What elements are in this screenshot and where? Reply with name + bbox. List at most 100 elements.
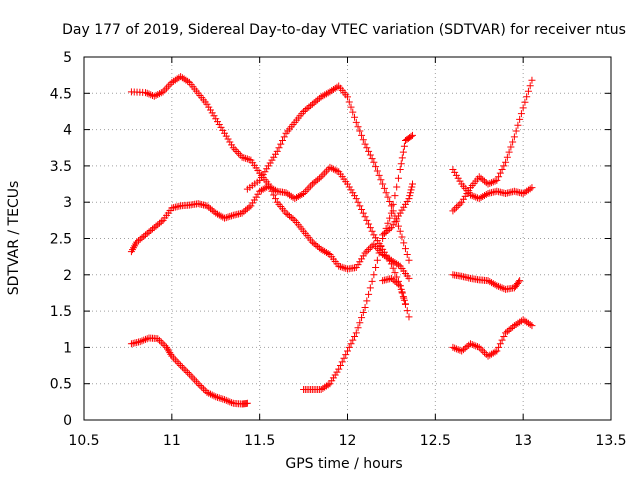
data-point — [336, 263, 344, 271]
data-point — [212, 209, 220, 217]
data-point — [370, 271, 378, 279]
data-point — [398, 206, 406, 214]
data-point — [150, 92, 158, 100]
data-point — [196, 381, 204, 389]
data-point — [138, 234, 146, 242]
data-point — [221, 214, 229, 222]
data-point — [475, 195, 483, 203]
data-point — [389, 276, 397, 284]
data-point — [136, 235, 144, 243]
data-point — [333, 368, 341, 376]
data-point — [171, 356, 179, 364]
data-point — [279, 136, 287, 144]
data-point — [345, 343, 353, 351]
data-point — [275, 144, 283, 152]
data-point — [352, 264, 360, 272]
data-point — [479, 176, 487, 184]
data-point — [328, 164, 336, 172]
data-point — [523, 93, 531, 101]
data-point — [486, 278, 494, 286]
data-point — [477, 345, 485, 353]
data-point — [291, 195, 299, 203]
data-point — [324, 249, 332, 257]
data-point — [300, 107, 308, 115]
data-point — [205, 389, 213, 397]
data-point — [387, 274, 395, 282]
data-point — [307, 182, 315, 190]
data-point — [386, 214, 394, 222]
data-point — [152, 91, 160, 99]
data-point — [203, 202, 211, 210]
data-point — [521, 98, 529, 106]
data-point — [134, 237, 142, 245]
data-point — [266, 183, 274, 191]
data-point — [498, 166, 506, 174]
data-point — [512, 127, 520, 135]
data-point — [384, 227, 392, 235]
data-point — [141, 335, 149, 343]
data-point — [386, 257, 394, 265]
data-point — [212, 115, 220, 123]
data-point — [507, 325, 515, 333]
data-point — [386, 225, 394, 233]
data-point — [338, 263, 346, 271]
data-point — [347, 186, 355, 194]
data-point — [308, 100, 316, 108]
data-point — [259, 171, 267, 179]
series-arc-9 — [449, 76, 536, 215]
data-point — [228, 141, 236, 149]
data-point — [175, 360, 183, 368]
data-point — [328, 87, 336, 95]
data-point — [305, 184, 313, 192]
data-point — [365, 220, 373, 228]
data-point — [521, 188, 529, 196]
data-point — [488, 179, 496, 187]
data-point — [167, 350, 175, 358]
data-point — [321, 247, 329, 255]
data-point — [319, 246, 327, 254]
data-point — [208, 206, 216, 214]
data-point — [187, 372, 195, 380]
data-point — [257, 186, 265, 194]
data-point — [240, 154, 248, 162]
data-point — [403, 197, 411, 205]
data-point — [286, 212, 294, 220]
data-point — [468, 340, 476, 348]
data-point — [224, 135, 232, 143]
data-point — [375, 171, 383, 179]
data-point — [329, 374, 337, 382]
data-point — [391, 277, 399, 285]
y-tick-label: 4 — [63, 123, 72, 139]
data-point — [516, 318, 524, 326]
data-point — [512, 320, 520, 328]
data-point — [164, 82, 172, 90]
data-marks — [127, 73, 536, 408]
data-point — [396, 166, 404, 174]
data-point — [359, 252, 367, 260]
data-point — [366, 284, 374, 292]
data-point — [502, 329, 510, 337]
data-point — [217, 395, 225, 403]
data-point — [370, 231, 378, 239]
data-point — [477, 174, 485, 182]
data-point — [458, 198, 466, 206]
data-point — [491, 348, 499, 356]
data-point — [510, 133, 518, 141]
data-point — [282, 209, 290, 217]
data-point — [351, 192, 359, 200]
data-point — [468, 192, 476, 200]
data-point — [507, 143, 515, 151]
data-point — [221, 129, 229, 137]
data-point — [401, 200, 409, 208]
data-point — [351, 333, 359, 341]
data-point — [249, 199, 257, 207]
data-point — [222, 132, 230, 140]
data-point — [503, 153, 511, 161]
data-point — [268, 184, 276, 192]
data-point — [458, 347, 466, 355]
data-point — [493, 282, 501, 290]
data-point — [526, 320, 534, 328]
data-point — [400, 142, 408, 150]
data-point — [498, 336, 506, 344]
data-point — [333, 167, 341, 175]
